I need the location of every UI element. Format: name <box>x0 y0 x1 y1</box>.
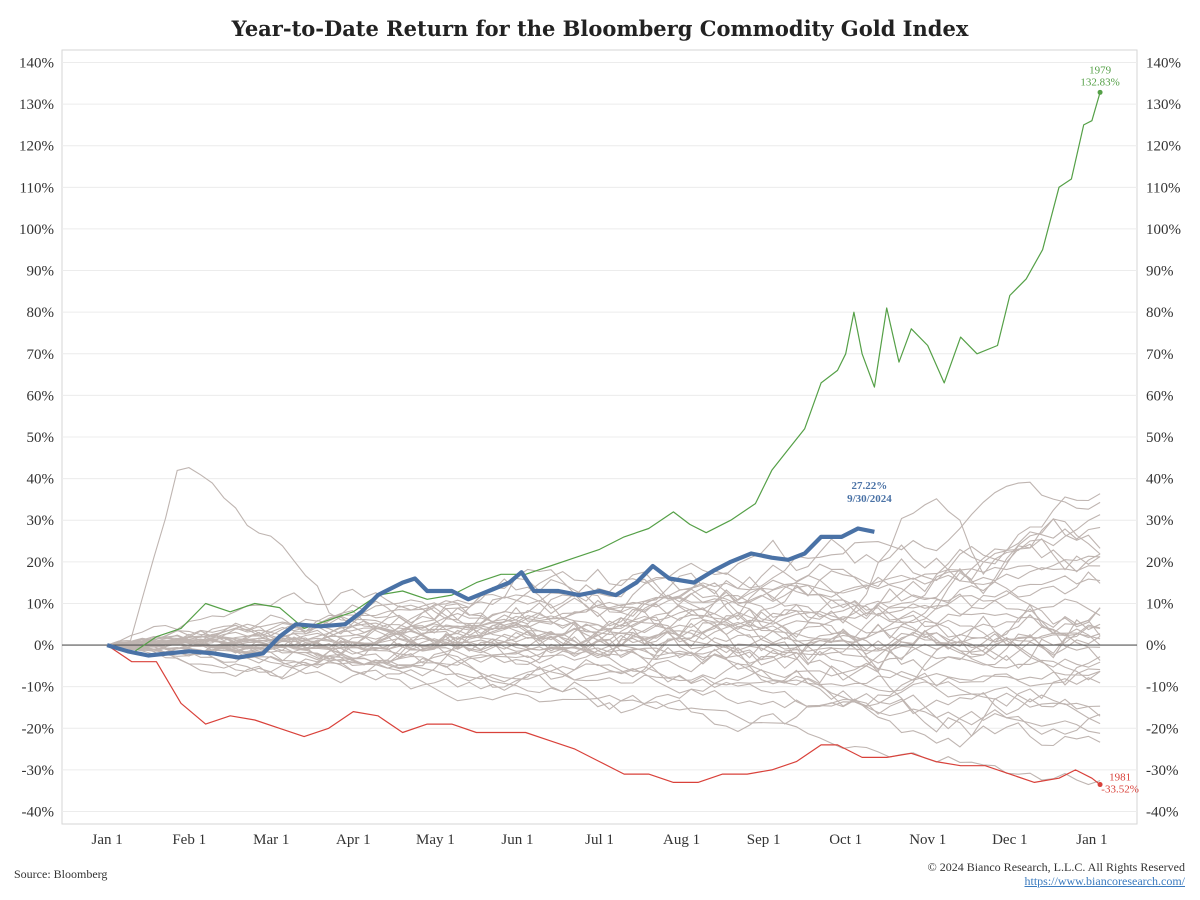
y-tick-label-left: 100% <box>19 222 54 238</box>
series-line-1979 <box>106 92 1101 654</box>
series-line-1981 <box>106 644 1101 786</box>
series-line-other-year <box>107 644 1101 748</box>
annotation-2024: 9/30/2024 <box>847 493 892 505</box>
annotation-2024: 27.22% <box>852 480 888 492</box>
series-line-other-year <box>106 596 1101 707</box>
y-tick-label-right: -40% <box>1146 805 1179 821</box>
y-tick-label-left: -40% <box>22 805 55 821</box>
x-tick-label: Apr 1 <box>336 832 371 848</box>
y-tick-label-left: 20% <box>27 555 55 571</box>
y-tick-label-left: 140% <box>19 55 54 71</box>
x-tick-label: Jan 1 <box>92 832 123 848</box>
y-tick-label-right: 0% <box>1146 638 1166 654</box>
y-tick-label-right: 130% <box>1146 97 1181 113</box>
y-tick-label-left: 120% <box>19 139 54 155</box>
x-tick-label: Sep 1 <box>747 832 781 848</box>
series-line-other-year <box>107 481 1101 646</box>
chart-title: Year-to-Date Return for the Bloomberg Co… <box>231 16 969 41</box>
annotation-1981: -33.52% <box>1101 784 1139 796</box>
y-tick-label-right: 70% <box>1146 347 1174 363</box>
y-tick-label-left: 110% <box>20 180 54 196</box>
series-line-other-year <box>107 608 1101 670</box>
series-line-other-year <box>107 620 1101 735</box>
x-tick-label: Jul 1 <box>585 832 614 848</box>
copyright-block: © 2024 Bianco Research, L.L.C. All Right… <box>928 860 1185 888</box>
annotation-1979: 132.83% <box>1080 76 1119 88</box>
x-tick-label: Dec 1 <box>992 832 1027 848</box>
y-tick-label-right: 80% <box>1146 305 1174 321</box>
series-end-marker-1979 <box>1097 89 1103 95</box>
y-tick-label-right: 20% <box>1146 555 1174 571</box>
x-tick-label: Jun 1 <box>501 832 533 848</box>
y-tick-label-left: -10% <box>22 680 55 696</box>
y-tick-label-left: 30% <box>27 513 55 529</box>
x-tick-label: Oct 1 <box>829 832 862 848</box>
y-tick-label-left: 10% <box>27 596 55 612</box>
y-tick-label-left: -20% <box>22 721 55 737</box>
source-note: Source: Bloomberg <box>14 867 108 881</box>
y-tick-label-left: 90% <box>27 264 55 280</box>
annotation-1979: 1979 <box>1089 64 1112 76</box>
series-line-other-year <box>106 518 1101 646</box>
website-link[interactable]: https://www.biancoresearch.com/ <box>1024 874 1185 888</box>
x-tick-label: Mar 1 <box>253 832 289 848</box>
y-tick-label-right: 90% <box>1146 264 1174 280</box>
series-line-other-year <box>106 614 1101 693</box>
series-line-other-year <box>106 578 1101 673</box>
x-tick-label: Aug 1 <box>663 832 700 848</box>
series-end-marker-1981 <box>1097 782 1103 788</box>
y-tick-label-left: 60% <box>27 388 55 404</box>
y-tick-label-right: 60% <box>1146 388 1174 404</box>
y-tick-label-right: 120% <box>1146 139 1181 155</box>
y-tick-label-left: 50% <box>27 430 55 446</box>
series-line-other-year <box>107 603 1101 671</box>
series-line-other-year <box>106 625 1101 738</box>
x-tick-label: Feb 1 <box>172 832 206 848</box>
y-tick-label-right: -10% <box>1146 680 1179 696</box>
x-tick-label: May 1 <box>416 832 455 848</box>
y-tick-label-right: 30% <box>1146 513 1174 529</box>
y-tick-label-right: 110% <box>1146 180 1180 196</box>
y-tick-label-right: 140% <box>1146 55 1181 71</box>
annotation-1981: 1981 <box>1109 772 1131 784</box>
x-tick-label: Jan 1 <box>1076 832 1107 848</box>
x-tick-label: Nov 1 <box>909 832 946 848</box>
other-years-group <box>106 467 1101 786</box>
y-tick-label-left: 0% <box>34 638 54 654</box>
copyright-text: © 2024 Bianco Research, L.L.C. All Right… <box>927 860 1185 874</box>
y-tick-label-right: -30% <box>1146 763 1179 779</box>
y-tick-label-right: -20% <box>1146 721 1179 737</box>
y-tick-label-left: 80% <box>27 305 55 321</box>
series-line-other-year <box>107 572 1101 675</box>
y-tick-label-left: 130% <box>19 97 54 113</box>
y-tick-label-left: -30% <box>22 763 55 779</box>
y-tick-label-left: 40% <box>27 472 55 488</box>
y-tick-label-right: 10% <box>1146 596 1174 612</box>
series-line-other-year <box>107 644 1101 733</box>
y-tick-label-left: 70% <box>27 347 55 363</box>
series-line-other-year <box>107 643 1101 734</box>
y-tick-label-right: 40% <box>1146 472 1174 488</box>
y-tick-label-right: 50% <box>1146 430 1174 446</box>
series-line-2024 <box>106 526 875 660</box>
series-line-other-year <box>106 467 1101 646</box>
y-tick-label-right: 100% <box>1146 222 1181 238</box>
